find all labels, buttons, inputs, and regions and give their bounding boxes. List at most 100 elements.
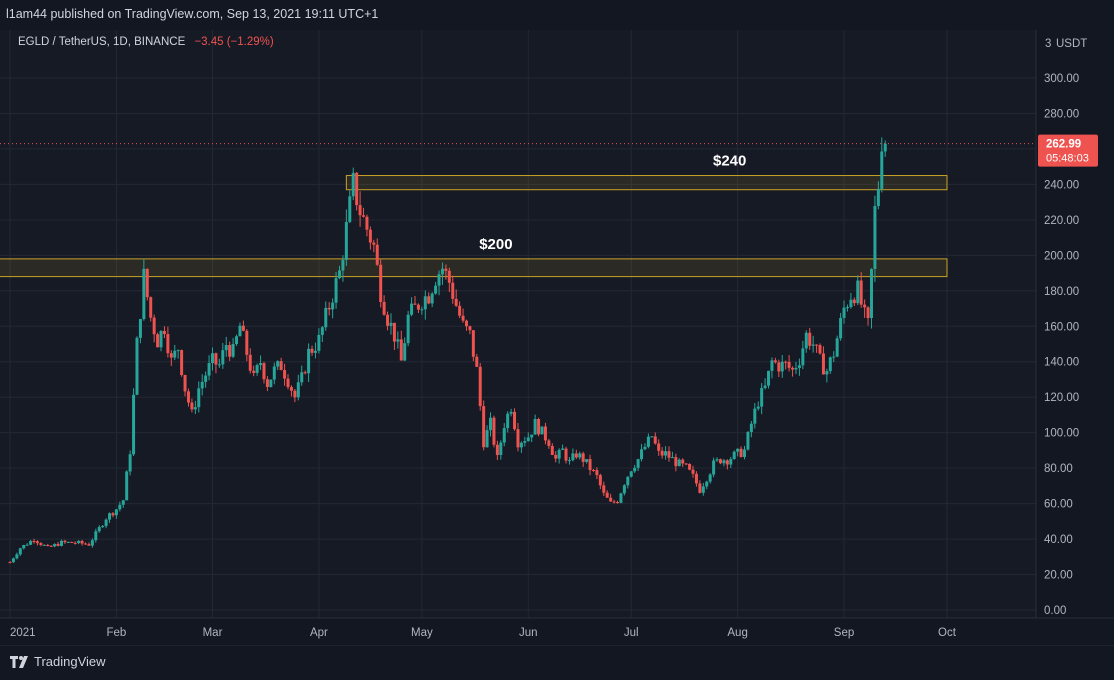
candle-body bbox=[211, 353, 215, 364]
candle-body bbox=[87, 544, 91, 546]
candle-body bbox=[293, 390, 297, 398]
candle-body bbox=[842, 307, 846, 318]
candle-body bbox=[482, 406, 486, 448]
candle-body bbox=[746, 432, 750, 450]
candle-body bbox=[46, 544, 50, 546]
chart-area[interactable] bbox=[0, 30, 1114, 646]
candle-body bbox=[207, 363, 211, 376]
candle-body bbox=[368, 229, 372, 243]
candle-body bbox=[341, 259, 345, 271]
candle-body bbox=[73, 542, 77, 544]
candle-body bbox=[777, 362, 781, 372]
candle-body bbox=[18, 548, 22, 555]
candle-body bbox=[883, 143, 887, 152]
candle-body bbox=[464, 320, 468, 327]
candle-body bbox=[11, 558, 15, 563]
candle-body bbox=[279, 361, 283, 371]
candle-body bbox=[736, 448, 740, 452]
candle-body bbox=[255, 365, 259, 373]
candle-body bbox=[365, 216, 369, 230]
candle-body bbox=[186, 391, 190, 403]
tradingview-logo-icon bbox=[10, 655, 28, 668]
candle-body bbox=[451, 282, 455, 299]
candle-body bbox=[677, 459, 681, 467]
candle-body bbox=[612, 501, 616, 503]
candle-body bbox=[56, 544, 60, 546]
candle-body bbox=[489, 417, 493, 431]
candle-body bbox=[523, 441, 527, 443]
candle-body bbox=[63, 540, 67, 543]
candle-body bbox=[537, 418, 541, 435]
candle-body bbox=[169, 353, 173, 358]
candle-body bbox=[804, 332, 808, 349]
candle-body bbox=[742, 449, 746, 457]
candle-body bbox=[773, 360, 777, 363]
candle-body bbox=[276, 361, 280, 367]
candle-body bbox=[307, 348, 311, 374]
candle-body bbox=[15, 554, 19, 559]
candle-body bbox=[29, 540, 33, 545]
candle-body bbox=[392, 322, 396, 342]
candle-body bbox=[399, 339, 403, 361]
candle-body bbox=[265, 379, 269, 387]
candle-body bbox=[444, 268, 448, 271]
candle-body bbox=[739, 448, 743, 457]
candle-body bbox=[272, 366, 276, 380]
time-tick-label: Aug bbox=[727, 627, 747, 639]
candle-body bbox=[667, 451, 671, 458]
candle-body bbox=[478, 366, 482, 407]
candle-body bbox=[90, 540, 94, 546]
candle-body bbox=[286, 378, 290, 388]
candle-body bbox=[334, 278, 338, 303]
candle-body bbox=[344, 221, 348, 260]
candle-body bbox=[434, 285, 438, 294]
price-change: −3.45 (−1.29%) bbox=[194, 36, 274, 48]
candle-body bbox=[756, 406, 760, 409]
candle-body bbox=[828, 357, 832, 372]
time-tick-label: Oct bbox=[938, 627, 957, 639]
candlestick-chart[interactable]: $240$200 300.00280.00260.00240.00220.002… bbox=[0, 0, 1114, 646]
candle-body bbox=[866, 307, 870, 319]
price-zone-label: $200 bbox=[479, 236, 512, 253]
candle-body bbox=[492, 417, 496, 445]
time-tick-label: Jul bbox=[624, 627, 639, 639]
candle-body bbox=[262, 363, 266, 380]
candle-body bbox=[458, 305, 462, 316]
candle-body bbox=[729, 459, 733, 465]
candle-body bbox=[564, 448, 568, 461]
candle-body bbox=[547, 440, 551, 447]
candle-body bbox=[578, 453, 582, 458]
candle-body bbox=[581, 453, 585, 462]
candle-body bbox=[633, 467, 637, 472]
candle-body bbox=[423, 296, 427, 310]
price-tick-label: 60.00 bbox=[1044, 499, 1073, 511]
candle-body bbox=[749, 423, 753, 433]
candle-body bbox=[355, 172, 359, 206]
candle-body bbox=[39, 543, 43, 545]
candle-body bbox=[839, 317, 843, 339]
candle-body bbox=[386, 314, 390, 326]
candle-body bbox=[650, 436, 654, 438]
candle-body bbox=[705, 481, 709, 487]
candle-body bbox=[797, 365, 801, 368]
candle-body bbox=[526, 437, 530, 442]
candle-body bbox=[821, 353, 825, 375]
tradingview-logo[interactable]: TradingView bbox=[10, 654, 106, 669]
candle-body bbox=[200, 381, 204, 389]
candle-body bbox=[104, 519, 108, 527]
candle-body bbox=[214, 353, 218, 365]
candle-body bbox=[362, 215, 366, 217]
candle-body bbox=[811, 344, 815, 346]
candle-body bbox=[176, 350, 180, 352]
symbol-legend[interactable]: EGLD / TetherUS, 1D, BINANCE −3.45 (−1.2… bbox=[18, 36, 274, 48]
price-tick-label: 100.00 bbox=[1044, 428, 1079, 440]
price-tick-label: 80.00 bbox=[1044, 463, 1073, 475]
candle-body bbox=[509, 411, 513, 414]
candle-body bbox=[619, 493, 623, 503]
candle-body bbox=[718, 459, 722, 464]
candle-body bbox=[475, 356, 479, 367]
candle-body bbox=[269, 379, 273, 387]
time-tick-label: May bbox=[411, 627, 433, 639]
price-tick-label: 220.00 bbox=[1044, 215, 1079, 227]
time-axis-panel bbox=[0, 618, 1114, 646]
